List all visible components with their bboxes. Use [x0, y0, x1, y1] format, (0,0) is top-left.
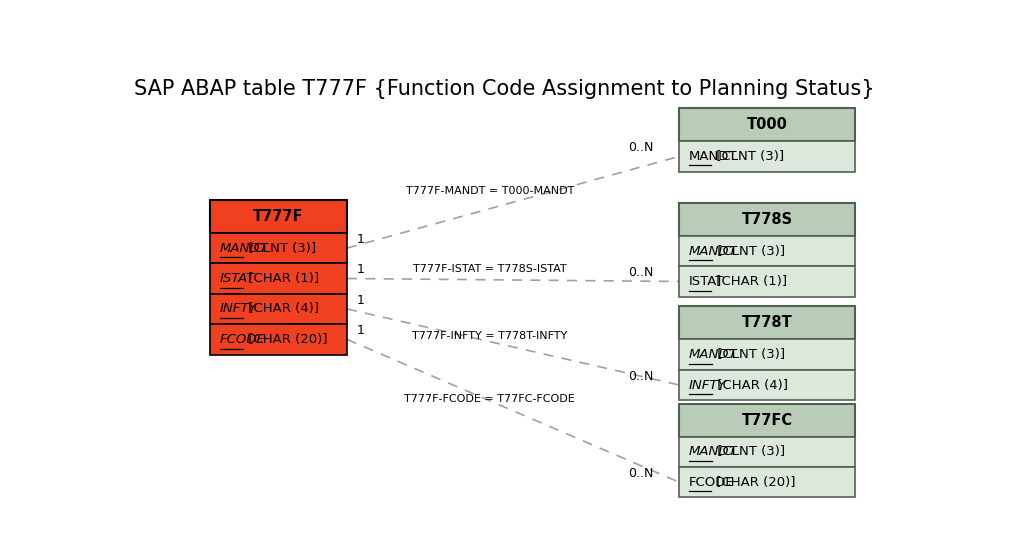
FancyBboxPatch shape — [679, 436, 856, 467]
Text: [CLNT (3)]: [CLNT (3)] — [713, 445, 785, 458]
Text: [CLNT (3)]: [CLNT (3)] — [711, 150, 784, 163]
FancyBboxPatch shape — [679, 339, 856, 370]
Text: [CHAR (1)]: [CHAR (1)] — [711, 275, 787, 288]
Text: [CHAR (4)]: [CHAR (4)] — [244, 302, 319, 316]
Text: 1: 1 — [356, 233, 364, 246]
Text: 0..N: 0..N — [629, 467, 654, 480]
Text: MANDT: MANDT — [689, 445, 738, 458]
FancyBboxPatch shape — [679, 467, 856, 497]
Text: 1: 1 — [356, 264, 364, 276]
Text: INFTY: INFTY — [220, 302, 257, 316]
Text: MANDT: MANDT — [689, 348, 738, 361]
Text: MANDT: MANDT — [220, 242, 268, 255]
FancyBboxPatch shape — [210, 324, 347, 355]
Text: T777F: T777F — [253, 209, 304, 224]
Text: T777F-ISTAT = T778S-ISTAT: T777F-ISTAT = T778S-ISTAT — [413, 264, 567, 273]
Text: SAP ABAP table T777F {Function Code Assignment to Planning Status}: SAP ABAP table T777F {Function Code Assi… — [134, 79, 875, 99]
Text: [CHAR (1)]: [CHAR (1)] — [244, 272, 319, 285]
Text: 0..N: 0..N — [629, 370, 654, 383]
Text: [CHAR (20)]: [CHAR (20)] — [711, 476, 795, 489]
FancyBboxPatch shape — [679, 306, 856, 339]
Text: MANDT: MANDT — [689, 150, 738, 163]
FancyBboxPatch shape — [679, 141, 856, 171]
FancyBboxPatch shape — [679, 203, 856, 236]
Text: FCODE: FCODE — [689, 476, 735, 489]
FancyBboxPatch shape — [679, 108, 856, 141]
FancyBboxPatch shape — [679, 236, 856, 266]
Text: 1: 1 — [356, 294, 364, 307]
Text: [CHAR (4)]: [CHAR (4)] — [713, 379, 788, 391]
Text: 0..N: 0..N — [629, 266, 654, 279]
FancyBboxPatch shape — [210, 264, 347, 294]
Text: T778T: T778T — [742, 315, 793, 330]
Text: [CLNT (3)]: [CLNT (3)] — [713, 348, 785, 361]
Text: T778S: T778S — [742, 212, 793, 227]
Text: 0..N: 0..N — [629, 141, 654, 154]
Text: 1: 1 — [356, 324, 364, 337]
Text: T777F-FCODE = T77FC-FCODE: T777F-FCODE = T77FC-FCODE — [405, 395, 575, 405]
FancyBboxPatch shape — [679, 404, 856, 436]
Text: [CLNT (3)]: [CLNT (3)] — [713, 244, 785, 257]
Text: T777F-MANDT = T000-MANDT: T777F-MANDT = T000-MANDT — [406, 186, 574, 196]
FancyBboxPatch shape — [210, 200, 347, 233]
Text: T777F-INFTY = T778T-INFTY: T777F-INFTY = T778T-INFTY — [412, 330, 567, 340]
FancyBboxPatch shape — [679, 266, 856, 296]
Text: [CLNT (3)]: [CLNT (3)] — [244, 242, 316, 255]
Text: FCODE: FCODE — [220, 333, 265, 346]
Text: MANDT: MANDT — [689, 244, 738, 257]
FancyBboxPatch shape — [679, 370, 856, 400]
FancyBboxPatch shape — [210, 294, 347, 324]
Text: INFTY: INFTY — [689, 379, 726, 391]
Text: T77FC: T77FC — [742, 413, 793, 428]
Text: [CHAR (20)]: [CHAR (20)] — [244, 333, 327, 346]
Text: ISTAT: ISTAT — [220, 272, 255, 285]
FancyBboxPatch shape — [210, 233, 347, 264]
Text: T000: T000 — [747, 117, 788, 132]
Text: ISTAT: ISTAT — [689, 275, 724, 288]
